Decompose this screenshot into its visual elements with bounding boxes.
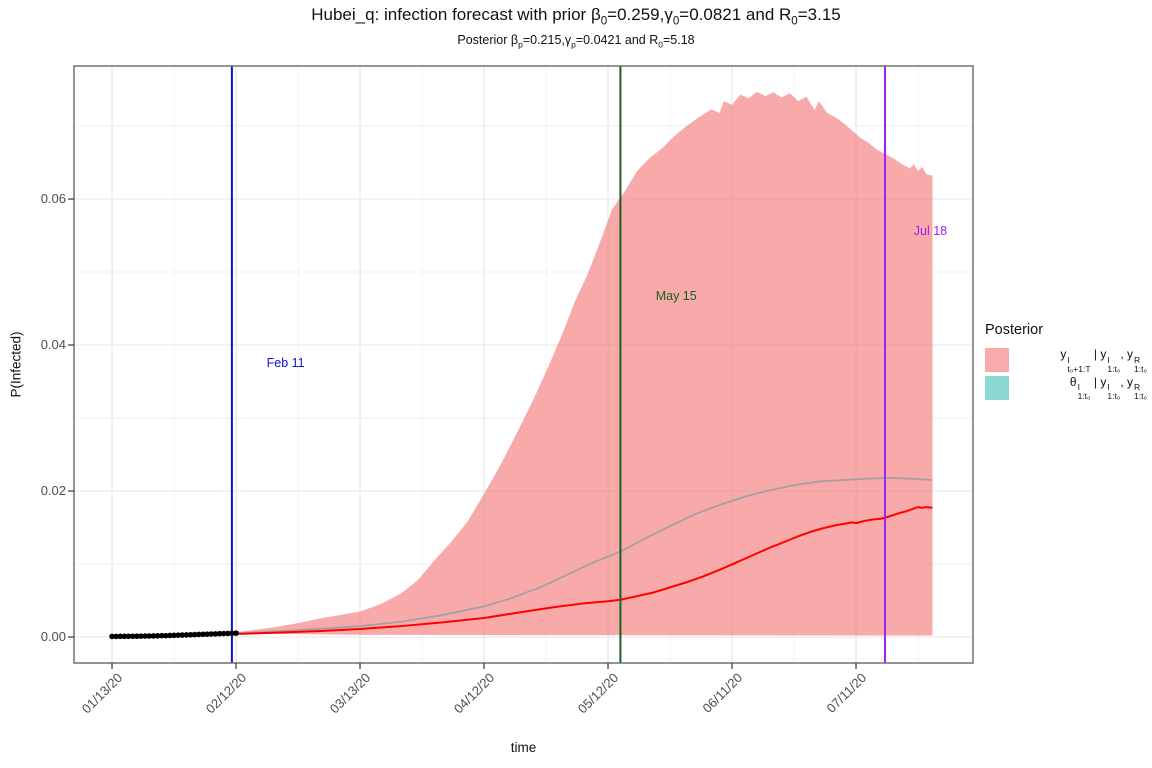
sup-sub-script: R 1:t₀ (1134, 354, 1147, 374)
observed-data-point (196, 631, 202, 638)
observed-data-point (224, 630, 231, 637)
forecast-credible-band (231, 91, 933, 636)
date-annotation: May 15 (655, 288, 697, 303)
legend-item-theta-posterior: θ I 1:t₀ | y I 1:t₀, y R 1:t₀ (985, 375, 1147, 402)
observed-data-point (191, 631, 198, 638)
observed-data-point (138, 633, 144, 639)
observed-data-point (146, 633, 153, 639)
legend-swatch-forecast-band (985, 348, 1009, 373)
observed-data-point (121, 633, 128, 640)
sup-sub-script: I 1:t₀ (1077, 382, 1091, 402)
observed-data-point (134, 633, 140, 640)
observed-data-point (229, 630, 235, 637)
observed-data-point (150, 633, 157, 639)
date-annotation: Jul 18 (913, 223, 948, 238)
chart-title: Hubei_q: infection forecast with prior β… (311, 5, 841, 28)
legend-label-theta-posterior: θ I 1:t₀ | y I 1:t₀, y R 1:t₀ (1069, 374, 1147, 402)
sup-sub-script: R 1:t₀ (1134, 382, 1147, 402)
observed-data-point (113, 633, 119, 640)
observed-data-point (212, 631, 219, 637)
legend-title: Posterior (985, 322, 1044, 338)
observed-data-point (171, 632, 177, 639)
gray-mean-line (231, 477, 933, 635)
y-tick-label: 0.02 (40, 483, 66, 498)
x-axis-title: time (510, 740, 537, 755)
observed-data-point (142, 633, 148, 639)
observed-data-point (154, 633, 161, 639)
observed-data-point (187, 631, 194, 638)
date-annotation: Feb 11 (266, 355, 305, 370)
y-tick-label: 0.06 (40, 191, 66, 206)
y-tick-label: 0.04 (40, 337, 66, 352)
observed-data-point (183, 632, 190, 638)
observed-data-point (175, 632, 181, 638)
median-forecast-line (231, 506, 933, 636)
observed-data-point (158, 632, 165, 639)
observed-data-point (220, 630, 227, 637)
observed-data-point (129, 633, 136, 640)
observed-data-point (125, 633, 132, 640)
sup-sub-script: I 1:t₀ (1107, 354, 1121, 374)
observed-data-point (162, 632, 169, 639)
observed-data-point (204, 631, 210, 637)
observed-data-point (233, 630, 239, 636)
observed-data-point (200, 631, 206, 638)
observed-data-point (216, 630, 223, 637)
legend-swatch-theta-posterior (985, 375, 1009, 400)
observed-data-point (109, 633, 115, 640)
y-axis-title: P(Infected) (8, 331, 24, 398)
sup-sub-script: I 1:t₀ (1107, 382, 1121, 402)
observed-data-point (208, 631, 215, 637)
panel-border (73, 65, 974, 664)
chart-subtitle: Posterior βp=0.215,γp=0.0421 and R0=5.18 (457, 33, 695, 50)
y-tick-label: 0.00 (40, 629, 66, 644)
observed-data-point (117, 633, 124, 640)
observed-data-point (167, 632, 173, 639)
observed-data-point (179, 632, 186, 638)
